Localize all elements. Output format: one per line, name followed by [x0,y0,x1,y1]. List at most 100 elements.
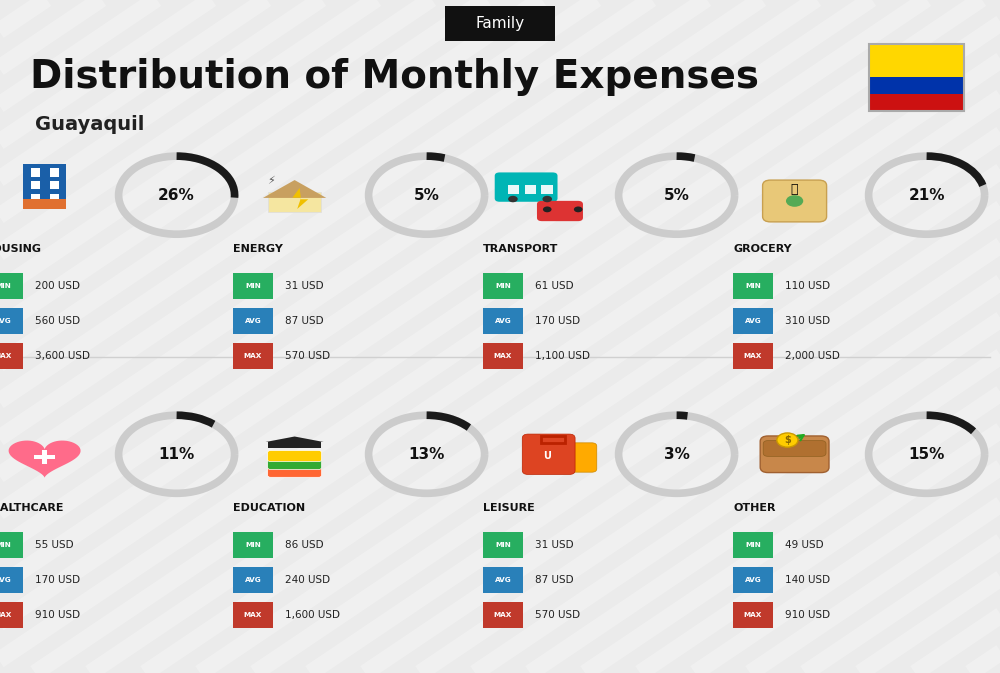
Text: 910 USD: 910 USD [785,610,830,620]
Text: ENERGY: ENERGY [233,244,283,254]
Text: HEALTHCARE: HEALTHCARE [0,503,64,513]
Bar [508,185,519,194]
FancyBboxPatch shape [537,201,583,221]
FancyBboxPatch shape [733,308,773,334]
Text: 110 USD: 110 USD [785,281,830,291]
Text: LEISURE: LEISURE [483,503,535,513]
Text: 11%: 11% [158,447,195,462]
Text: GROCERY: GROCERY [733,244,792,254]
Bar [50,181,59,189]
Text: AVG: AVG [0,577,11,583]
FancyBboxPatch shape [763,441,826,456]
Text: EDUCATION: EDUCATION [233,503,305,513]
Text: $: $ [784,435,791,445]
Text: 31 USD: 31 USD [535,540,574,550]
Text: 910 USD: 910 USD [35,610,80,620]
FancyBboxPatch shape [558,443,597,472]
FancyBboxPatch shape [233,532,273,558]
Bar [31,194,40,202]
Bar [50,168,59,176]
Text: 55 USD: 55 USD [35,540,74,550]
Polygon shape [263,180,326,198]
FancyBboxPatch shape [760,436,829,472]
Text: 310 USD: 310 USD [785,316,830,326]
Text: MIN: MIN [745,542,761,548]
Text: 5%: 5% [664,188,690,203]
Polygon shape [292,188,308,209]
Text: Family: Family [475,16,525,31]
Text: Guayaquil: Guayaquil [35,115,144,134]
Text: 86 USD: 86 USD [285,540,324,550]
Text: MIN: MIN [745,283,761,289]
Circle shape [777,433,798,447]
Text: AVG: AVG [495,577,511,583]
Circle shape [786,195,803,207]
Text: 87 USD: 87 USD [535,575,574,585]
Bar [268,442,321,448]
Bar [23,199,66,209]
Text: 3%: 3% [664,447,690,462]
Text: MAX: MAX [494,612,512,618]
FancyBboxPatch shape [233,567,273,593]
Text: MIN: MIN [245,542,261,548]
Text: MAX: MAX [744,612,762,618]
Bar [31,168,40,176]
FancyBboxPatch shape [483,532,523,558]
FancyBboxPatch shape [483,308,523,334]
Bar [868,44,964,111]
Bar [34,455,55,459]
Text: 170 USD: 170 USD [35,575,80,585]
Text: MAX: MAX [0,612,12,618]
Text: MAX: MAX [244,353,262,359]
FancyBboxPatch shape [483,602,523,628]
FancyBboxPatch shape [733,602,773,628]
Text: TRANSPORT: TRANSPORT [483,244,558,254]
Circle shape [542,196,552,203]
FancyBboxPatch shape [495,172,558,202]
FancyBboxPatch shape [483,567,523,593]
Text: 570 USD: 570 USD [285,351,330,361]
FancyBboxPatch shape [733,343,773,369]
Bar [525,185,536,194]
Text: 200 USD: 200 USD [35,281,80,291]
FancyBboxPatch shape [733,273,773,299]
Polygon shape [266,437,324,442]
Text: 26%: 26% [158,188,195,203]
Text: 🥦: 🥦 [791,183,798,196]
FancyBboxPatch shape [0,602,23,628]
FancyBboxPatch shape [733,567,773,593]
FancyBboxPatch shape [0,343,23,369]
FancyBboxPatch shape [0,273,23,299]
Text: 31 USD: 31 USD [285,281,324,291]
Text: 49 USD: 49 USD [785,540,824,550]
FancyBboxPatch shape [233,602,273,628]
Text: AVG: AVG [245,318,261,324]
Text: HOUSING: HOUSING [0,244,41,254]
Text: AVG: AVG [0,318,11,324]
Text: U: U [543,451,551,461]
Text: 140 USD: 140 USD [785,575,830,585]
FancyBboxPatch shape [233,273,273,299]
Text: AVG: AVG [245,577,261,583]
Text: MIN: MIN [245,283,261,289]
Bar [23,164,66,209]
FancyBboxPatch shape [268,466,322,477]
Text: MIN: MIN [495,542,511,548]
FancyBboxPatch shape [483,273,523,299]
Text: 570 USD: 570 USD [535,610,580,620]
Text: 1,100 USD: 1,100 USD [535,351,590,361]
Bar [268,192,321,211]
FancyBboxPatch shape [483,343,523,369]
Text: 87 USD: 87 USD [285,316,324,326]
Text: 240 USD: 240 USD [285,575,330,585]
Text: 3,600 USD: 3,600 USD [35,351,90,361]
Text: MAX: MAX [0,353,12,359]
Text: MAX: MAX [494,353,512,359]
Text: 13%: 13% [408,447,445,462]
Text: 560 USD: 560 USD [35,316,80,326]
FancyBboxPatch shape [0,567,23,593]
Text: AVG: AVG [495,318,511,324]
Text: 21%: 21% [908,188,945,203]
Circle shape [543,207,552,212]
Text: 2,000 USD: 2,000 USD [785,351,840,361]
